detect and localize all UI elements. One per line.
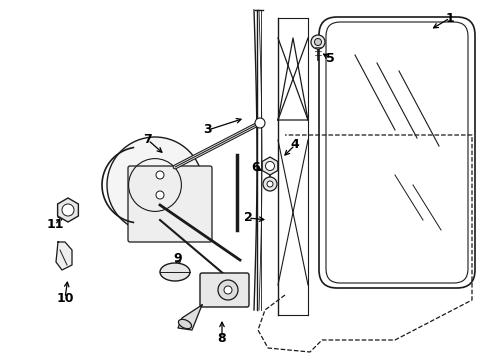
Circle shape <box>224 286 231 294</box>
FancyBboxPatch shape <box>128 166 212 242</box>
Circle shape <box>265 162 274 171</box>
Circle shape <box>107 137 203 233</box>
Text: 7: 7 <box>143 134 152 147</box>
Text: 1: 1 <box>445 12 453 24</box>
Circle shape <box>156 171 163 179</box>
Circle shape <box>62 204 74 216</box>
Text: 11: 11 <box>46 219 63 231</box>
Text: 9: 9 <box>173 252 182 265</box>
Text: 5: 5 <box>325 51 334 64</box>
Circle shape <box>254 118 264 128</box>
Circle shape <box>310 35 325 49</box>
Text: 3: 3 <box>203 123 212 136</box>
Circle shape <box>156 191 163 199</box>
Circle shape <box>314 39 321 45</box>
Ellipse shape <box>160 263 190 281</box>
Ellipse shape <box>178 319 191 329</box>
Circle shape <box>218 280 238 300</box>
Text: 2: 2 <box>243 211 252 225</box>
Text: 10: 10 <box>56 292 74 305</box>
Text: 4: 4 <box>290 139 299 152</box>
Polygon shape <box>178 305 202 330</box>
Circle shape <box>263 177 276 191</box>
Text: 8: 8 <box>217 332 226 345</box>
Polygon shape <box>56 242 72 270</box>
Text: 6: 6 <box>251 162 260 175</box>
Circle shape <box>266 181 272 187</box>
FancyBboxPatch shape <box>200 273 248 307</box>
